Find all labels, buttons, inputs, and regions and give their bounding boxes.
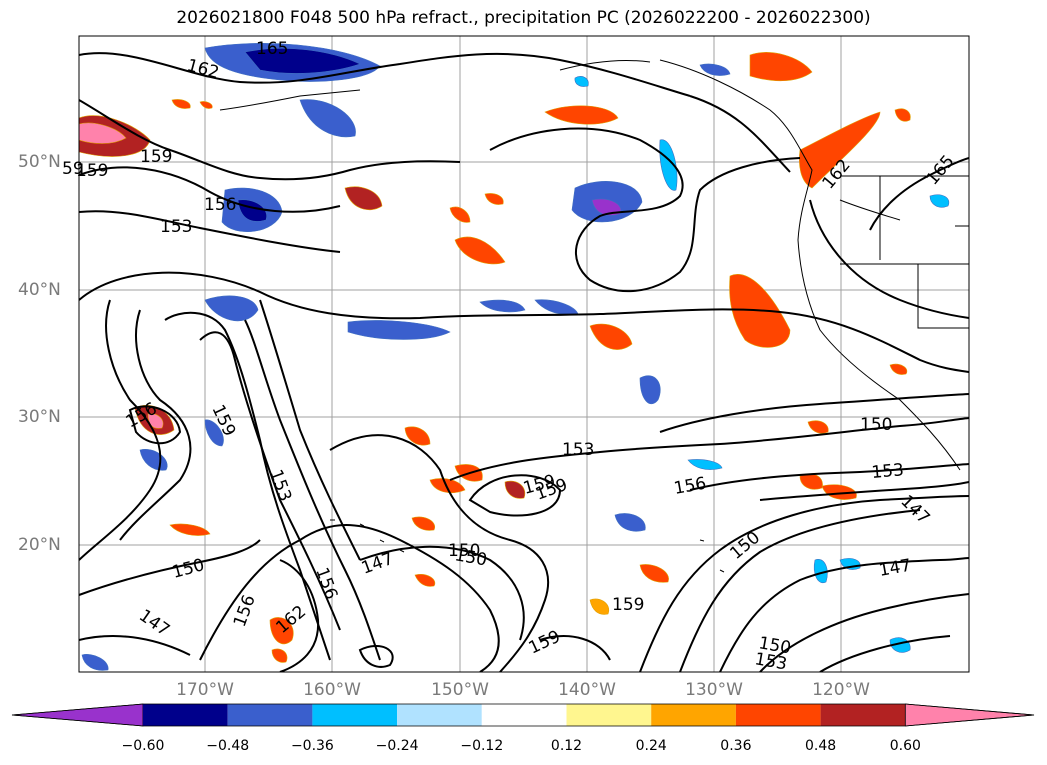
lon-label: 150°W	[431, 680, 489, 700]
contour-label: 159	[612, 595, 644, 615]
map-frame	[79, 36, 969, 672]
colorbar-tick-label: 0.36	[720, 738, 752, 754]
page-title: 2026021800 F048 500 hPa refract., precip…	[176, 8, 871, 28]
colorbar-tick-label: 0.12	[550, 738, 583, 754]
colorbar-segment	[227, 704, 313, 726]
contour-label: 150	[448, 541, 480, 561]
colorbar-tick-label: −0.24	[375, 738, 419, 754]
colorbar-tick-label: 0.24	[635, 738, 667, 754]
colorbar-segment	[735, 704, 821, 726]
contour-label: 159	[140, 147, 172, 167]
lon-label: 170°W	[176, 680, 234, 700]
colorbar-outline	[11, 703, 1035, 727]
contour-label: 153	[562, 440, 594, 460]
contour-label: 59	[62, 159, 84, 179]
colorbar-tick-label: −0.12	[460, 738, 504, 754]
colorbar-segment	[312, 704, 398, 726]
contour-lines	[79, 52, 969, 672]
colorbar-segment	[820, 704, 906, 726]
colorbar-segment	[143, 704, 228, 726]
colorbar-segment	[397, 704, 482, 726]
colorbar-tick-label: −0.48	[206, 738, 250, 754]
precip-negative-areas	[81, 43, 950, 671]
contour-label: 153	[871, 460, 905, 483]
lon-label: 160°W	[303, 680, 361, 700]
colorbar	[11, 703, 1035, 727]
precip-positive-areas	[79, 52, 911, 663]
lat-label: 30°N	[18, 407, 61, 427]
contour-label: 159	[76, 161, 108, 181]
lon-label: 130°W	[685, 680, 743, 700]
colorbar-tick-label: 0.48	[805, 738, 837, 754]
colorbar-segment	[651, 704, 736, 726]
colorbar-segment	[904, 703, 1035, 727]
lon-label: 140°W	[558, 680, 616, 700]
colorbar-tick-label: −0.36	[290, 738, 334, 754]
colorbar-tick-label: 0.60	[889, 738, 921, 754]
coastlines	[219, 59, 969, 573]
contour-label: 150	[860, 415, 892, 435]
lat-label: 50°N	[18, 152, 61, 172]
lat-label: 40°N	[18, 280, 61, 300]
colorbar-segment	[566, 704, 652, 726]
colorbar-segment	[481, 704, 567, 726]
contour-label: 153	[160, 217, 192, 237]
colorbar-segment	[11, 703, 144, 727]
contour-label: 165	[256, 39, 288, 59]
colorbar-tick-label: −0.60	[121, 738, 165, 754]
contour-label: 156	[204, 195, 236, 215]
lat-label: 20°N	[18, 535, 61, 555]
lon-label: 120°W	[812, 680, 870, 700]
